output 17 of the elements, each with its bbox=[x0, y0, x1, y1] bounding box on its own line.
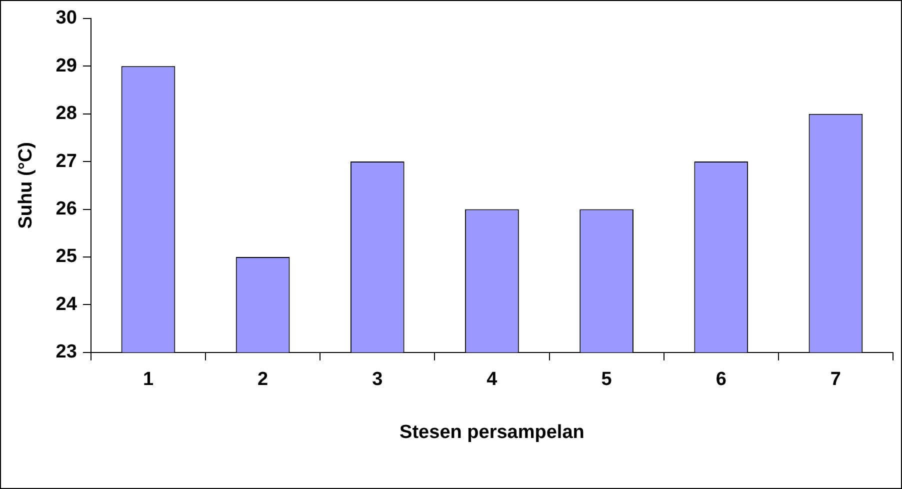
x-tick-label: 1 bbox=[142, 369, 154, 390]
x-tick-label: 5 bbox=[601, 369, 612, 390]
x-tick-label: 3 bbox=[372, 369, 383, 390]
y-axis-title: Suhu (°C) bbox=[16, 142, 37, 229]
y-tick-label: 27 bbox=[56, 150, 77, 172]
y-tick-label: 24 bbox=[56, 294, 78, 315]
y-tick-label: 25 bbox=[56, 246, 78, 268]
y-tick-label: 30 bbox=[56, 8, 77, 29]
y-tick-label: 28 bbox=[56, 103, 77, 124]
x-tick-label: 6 bbox=[716, 369, 726, 390]
y-tick-label: 26 bbox=[56, 198, 77, 220]
y-tick-label: 23 bbox=[56, 342, 77, 363]
x-axis-title: Stesen persampelan bbox=[400, 422, 584, 443]
x-tick-label: 7 bbox=[830, 369, 841, 390]
x-tick-label: 2 bbox=[258, 369, 268, 390]
x-tick-label: 4 bbox=[486, 369, 498, 390]
y-tick-label: 29 bbox=[56, 55, 77, 76]
